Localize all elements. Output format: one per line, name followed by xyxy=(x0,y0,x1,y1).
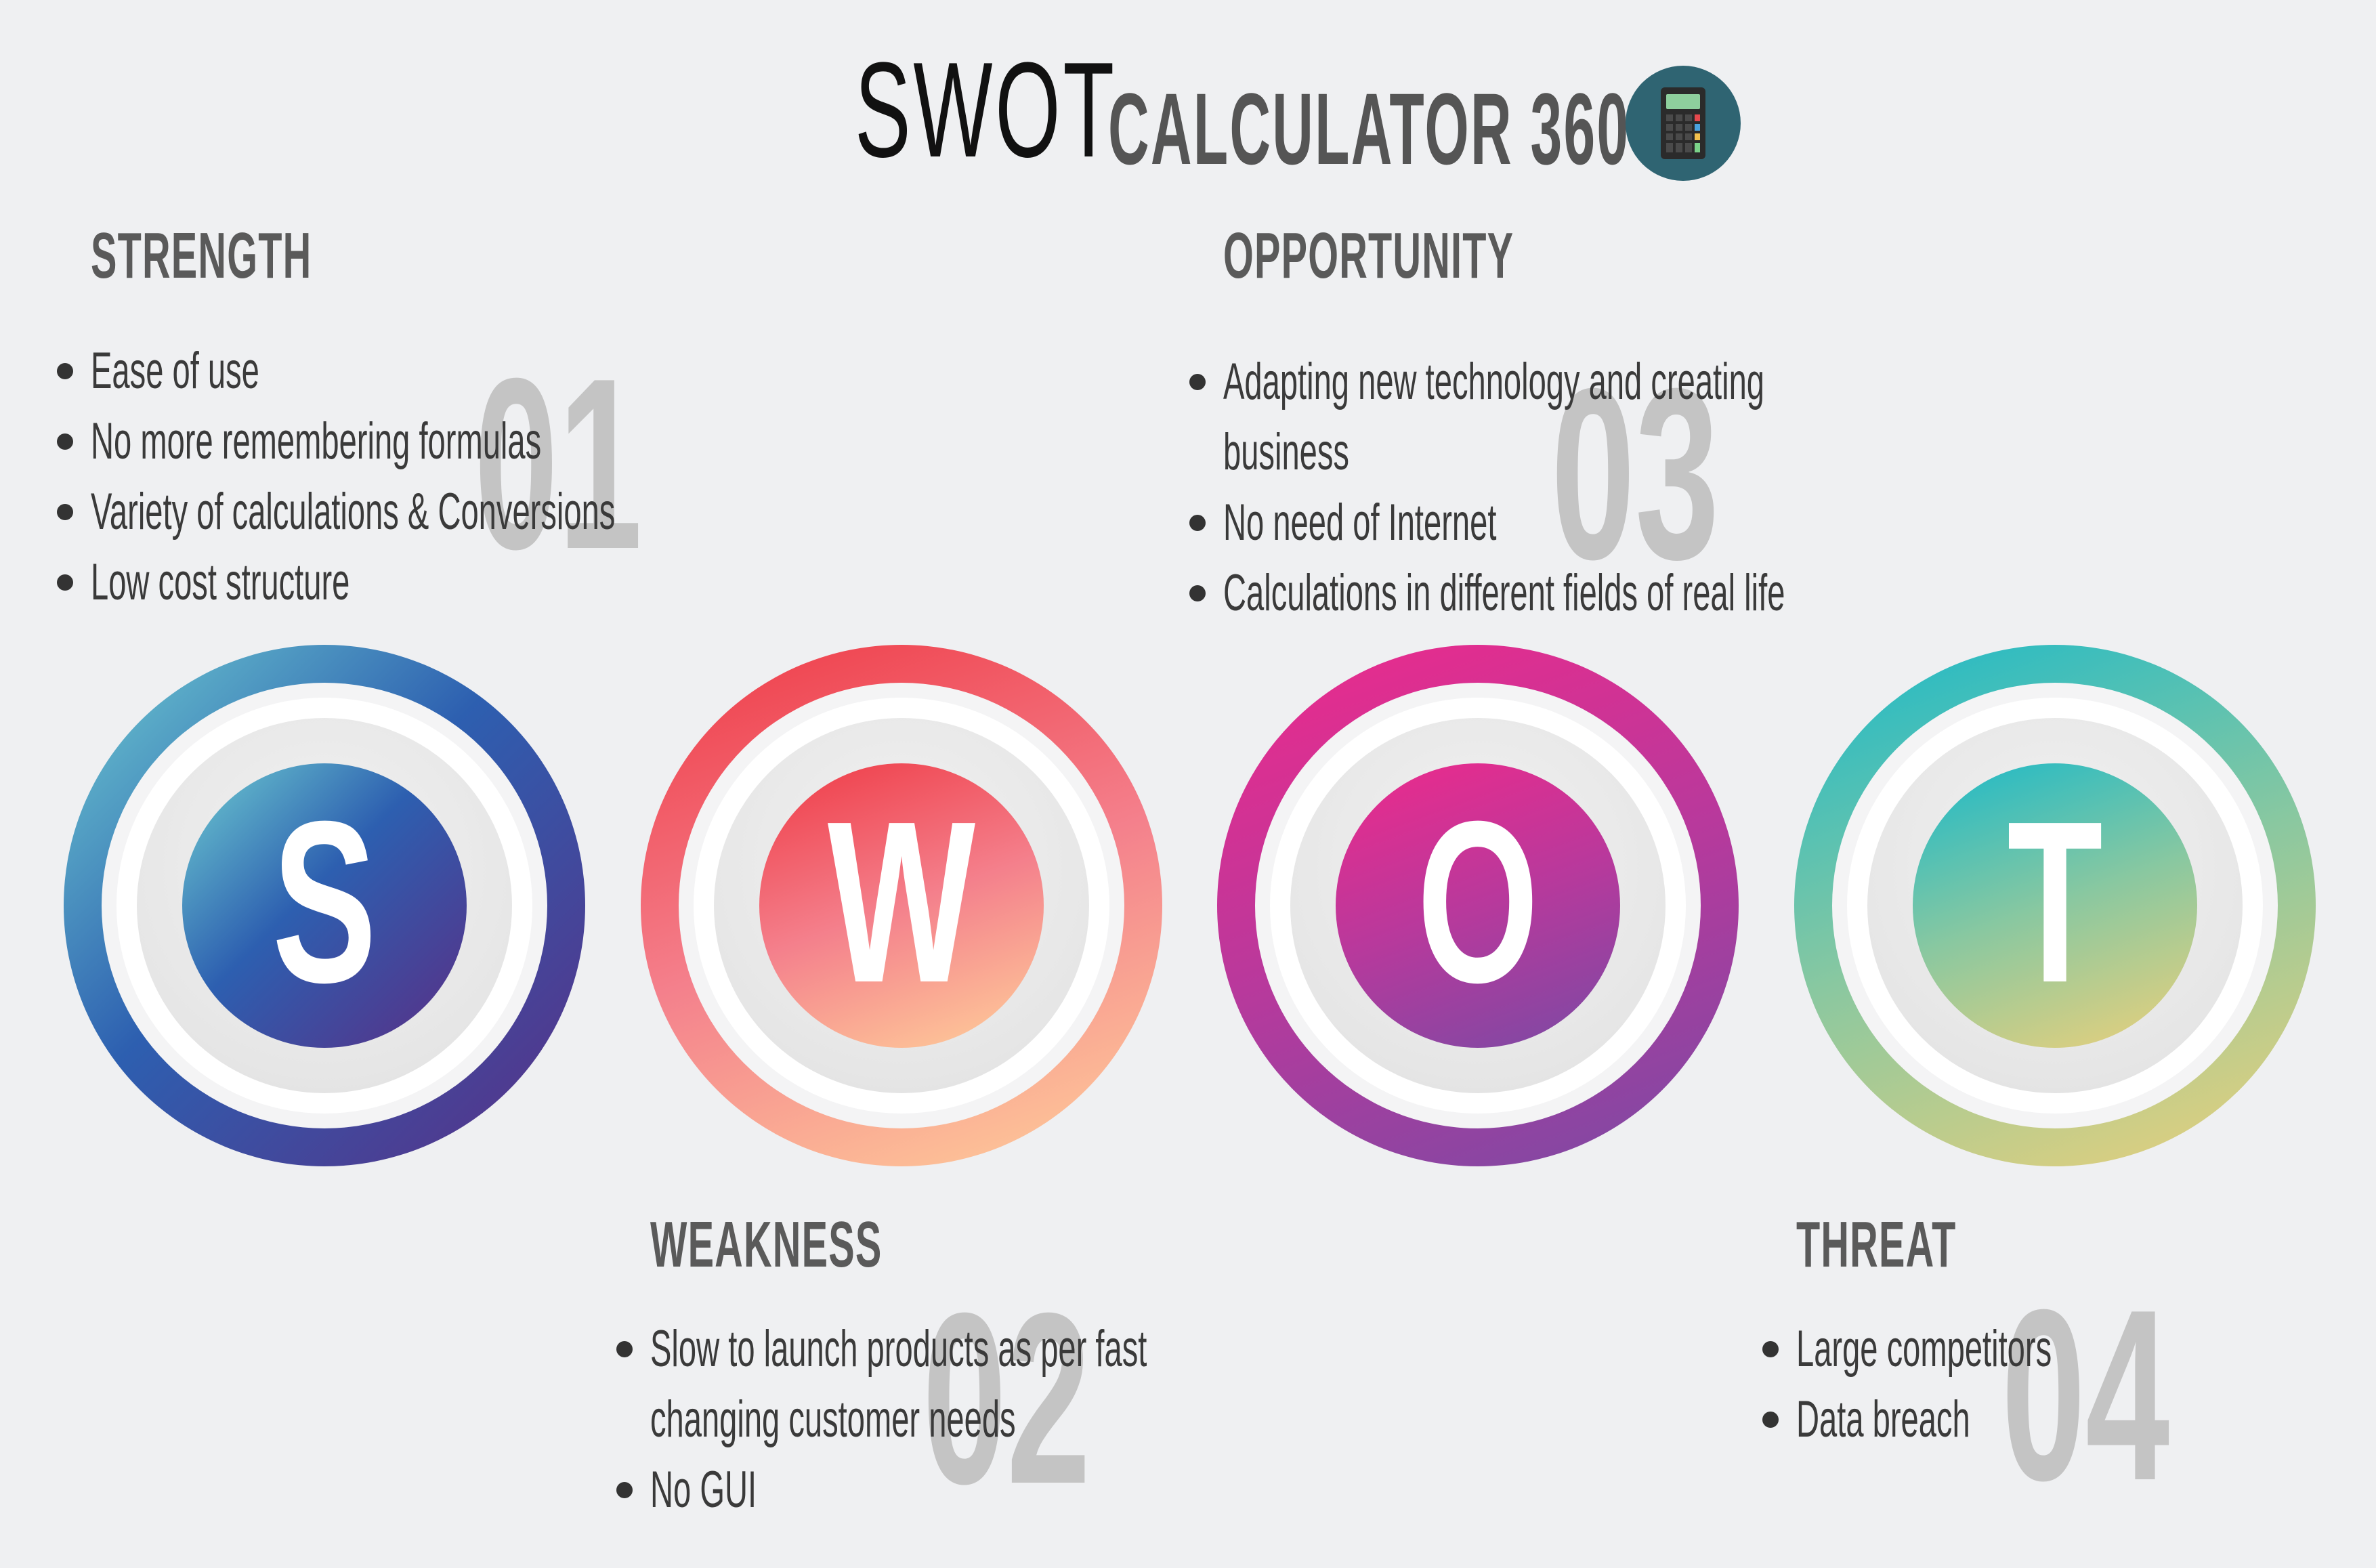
bullet-icon xyxy=(1762,1341,1779,1357)
bullet-icon xyxy=(57,574,73,591)
calculator-icon xyxy=(1626,66,1741,181)
opportunity-heading: OPPORTUNITY xyxy=(1223,219,1514,292)
list-item: No more remembering formulas xyxy=(57,406,937,477)
page-subtitle: CALCULATOR 360 xyxy=(1108,72,1630,186)
bullet-icon xyxy=(57,433,73,450)
weakness-list: Slow to launch products as per fast chan… xyxy=(616,1314,1451,1525)
circle-s: S xyxy=(64,645,585,1166)
list-item: Data breach xyxy=(1762,1384,2208,1455)
list-item: changing customer needs xyxy=(650,1391,1016,1448)
title-row: SWOT CALCULATOR 360 xyxy=(0,37,2376,193)
strength-list: Ease of use No more remembering formulas… xyxy=(57,336,937,618)
section-number-02: 02 xyxy=(922,1263,1091,1535)
circle-w: W xyxy=(641,645,1162,1166)
circle-letter: W xyxy=(827,774,976,1031)
section-number-04: 04 xyxy=(2001,1259,2170,1531)
list-item: Large competitors xyxy=(1762,1314,2208,1384)
threat-list: Large competitors Data breach xyxy=(1762,1314,2208,1455)
bullet-icon xyxy=(57,504,73,520)
list-item: Adapting new technology and creating xyxy=(1189,347,2129,417)
section-number-01: 01 xyxy=(474,328,643,600)
circle-letter: T xyxy=(2007,774,2103,1031)
list-item: Low cost structure xyxy=(57,547,937,618)
bullet-icon xyxy=(616,1341,633,1357)
list-item: Variety of calculations & Conversions xyxy=(57,477,937,547)
circle-letter: O xyxy=(1417,774,1539,1031)
bullet-icon xyxy=(1189,515,1206,531)
list-item: business xyxy=(1223,423,1349,481)
page-title: SWOT xyxy=(855,35,1117,186)
weakness-heading: WEAKNESS xyxy=(650,1208,883,1281)
circle-t: T xyxy=(1794,645,2316,1166)
bullet-icon xyxy=(1189,585,1206,601)
list-item: No GUI xyxy=(616,1455,1451,1525)
bullet-icon xyxy=(57,363,73,379)
bullet-icon xyxy=(616,1482,633,1498)
strength-heading: STRENGTH xyxy=(91,219,312,292)
circle-letter: S xyxy=(272,774,377,1031)
list-item: Ease of use xyxy=(57,336,937,406)
circle-o: O xyxy=(1217,645,1739,1166)
list-item: Calculations in different fields of real… xyxy=(1189,558,2129,629)
list-item: No need of Internet xyxy=(1189,488,2129,558)
section-number-03: 03 xyxy=(1551,338,1720,610)
bullet-icon xyxy=(1762,1412,1779,1428)
list-item: Slow to launch products as per fast xyxy=(616,1314,1451,1384)
threat-heading: THREAT xyxy=(1796,1208,1957,1281)
bullet-icon xyxy=(1189,374,1206,390)
opportunity-list: Adapting new technology and creating bus… xyxy=(1189,347,2129,629)
